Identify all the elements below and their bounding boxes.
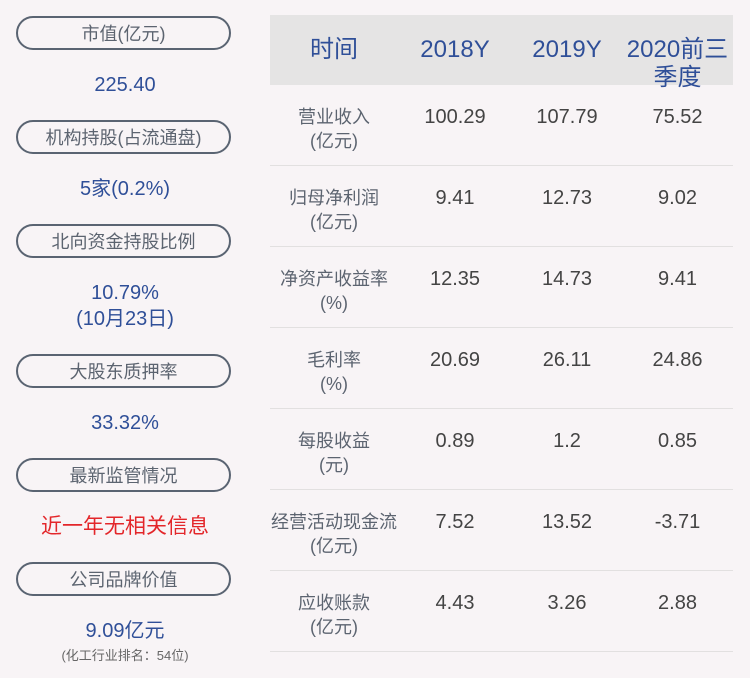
row-unit: (元) (319, 455, 349, 475)
cell: 107.79 (536, 106, 598, 128)
pledge-ratio-value: 33.32% (91, 412, 159, 434)
cell: 20.69 (429, 349, 481, 371)
cell: 4.43 (435, 592, 475, 614)
row-label: 净资产收益率 (280, 269, 388, 289)
cell: 14.73 (541, 268, 593, 290)
row-unit: (%) (320, 374, 348, 394)
regulation-label: 最新监管情况 (16, 458, 231, 492)
cell: 0.89 (435, 430, 475, 452)
northbound-ratio-label: 北向资金持股比例 (16, 224, 231, 258)
cell: 75.52 (652, 106, 703, 128)
table-row: 每股收益 (元) 0.89 1.2 0.85 (270, 409, 733, 490)
cell: 13.52 (541, 511, 593, 533)
cell: 100.29 (424, 106, 486, 128)
cell: 0.85 (658, 430, 697, 452)
row-label: 经营活动现金流 (271, 512, 397, 532)
table-row: 净资产收益率 (%) 12.35 14.73 9.41 (270, 247, 733, 328)
cell: -3.71 (654, 511, 701, 533)
cell: 9.41 (435, 187, 475, 209)
row-unit: (亿元) (310, 536, 358, 556)
table-row: 营业收入 (亿元) 100.29 107.79 75.52 (270, 85, 733, 166)
row-unit: (亿元) (310, 212, 358, 232)
row-unit: (亿元) (310, 617, 358, 637)
header-2019: 2019Y (532, 36, 602, 63)
table-row: 应收账款 (亿元) 4.43 3.26 2.88 (270, 571, 733, 652)
pledge-ratio-label: 大股东质押率 (16, 354, 231, 388)
northbound-ratio-date: (10月23日) (76, 308, 174, 330)
cell: 2.88 (658, 592, 697, 614)
row-label: 应收账款 (298, 593, 370, 613)
header-2020q3: 2020前三季度 (626, 36, 729, 91)
market-cap-value: 225.40 (94, 74, 156, 96)
table-row: 归母净利润 (亿元) 9.41 12.73 9.02 (270, 166, 733, 247)
header-2018: 2018Y (420, 36, 490, 63)
cell: 1.2 (553, 430, 581, 452)
table-row: 毛利率 (%) 20.69 26.11 24.86 (270, 328, 733, 409)
cell: 12.73 (541, 187, 593, 209)
row-unit: (亿元) (310, 131, 358, 151)
row-label: 营业收入 (298, 107, 370, 127)
cell: 24.86 (652, 349, 703, 371)
row-label: 毛利率 (307, 350, 361, 370)
cell: 9.02 (658, 187, 697, 209)
cell: 12.35 (429, 268, 481, 290)
brand-value-value: 9.09亿元 (85, 620, 165, 642)
table-row: 经营活动现金流 (亿元) 7.52 13.52 -3.71 (270, 490, 733, 571)
institutional-holding-value: 5家(0.2%) (79, 178, 171, 200)
cell: 7.52 (435, 511, 475, 533)
row-label: 归母净利润 (289, 188, 379, 208)
cell: 9.41 (658, 268, 697, 290)
header-time: 时间 (310, 36, 358, 63)
brand-value-label: 公司品牌价值 (16, 562, 231, 596)
row-unit: (%) (320, 293, 348, 313)
cell: 3.26 (547, 592, 587, 614)
financial-table: 时间 2018Y 2019Y 2020前三季度 营业收入 (亿元) 100.29 … (270, 15, 733, 652)
northbound-ratio-value: 10.79% (91, 282, 159, 304)
regulation-value: 近一年无相关信息 (41, 515, 209, 538)
cell: 26.11 (542, 349, 592, 371)
row-label: 每股收益 (298, 431, 370, 451)
table-header: 时间 2018Y 2019Y 2020前三季度 (270, 15, 733, 91)
brand-value-rank: (化工行业排名：54位) (61, 648, 189, 663)
institutional-holding-label: 机构持股(占流通盘) (16, 120, 231, 154)
market-cap-label: 市值(亿元) (16, 16, 231, 50)
